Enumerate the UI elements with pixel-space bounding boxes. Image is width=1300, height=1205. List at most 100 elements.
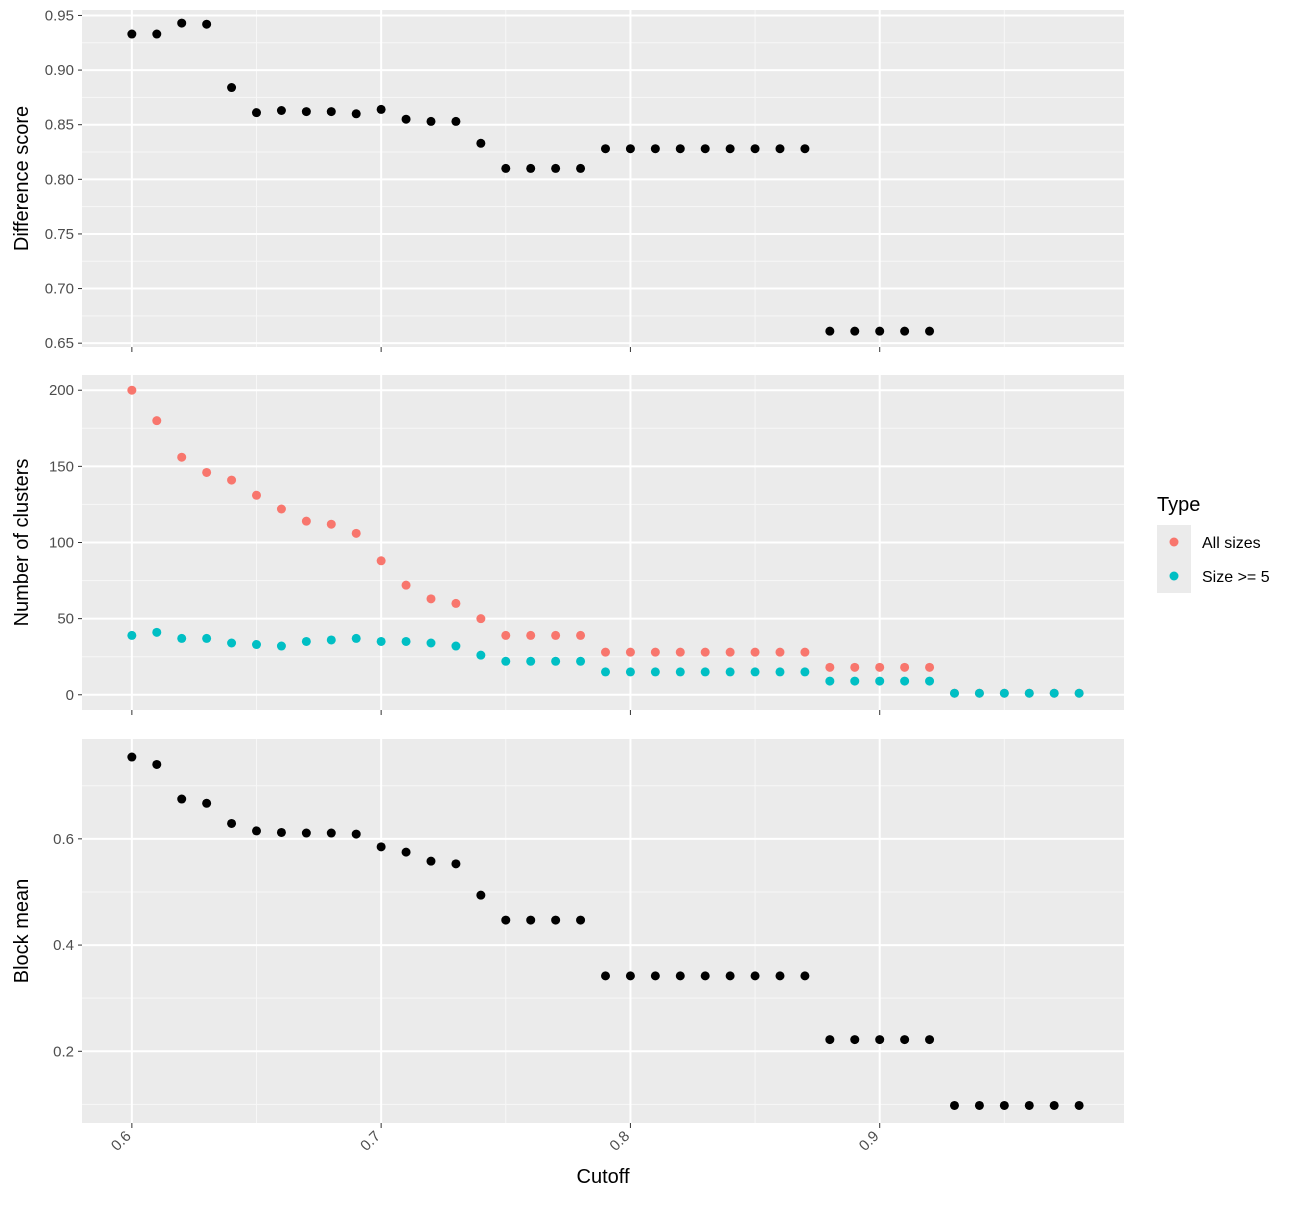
data-point <box>301 636 311 646</box>
data-point <box>476 890 486 900</box>
y-tick-label: 0.85 <box>45 117 74 134</box>
data-point <box>850 662 860 672</box>
data-point <box>202 467 212 477</box>
data-point <box>227 818 237 828</box>
data-point <box>376 556 386 566</box>
data-point <box>1024 688 1034 698</box>
data-point <box>551 915 561 925</box>
data-point <box>276 827 286 837</box>
data-point <box>775 144 785 154</box>
data-point <box>326 107 336 117</box>
data-point <box>925 1035 935 1045</box>
data-point <box>326 519 336 529</box>
data-point <box>700 144 710 154</box>
data-point <box>675 667 685 677</box>
x-tick-label: 0.7 <box>357 1128 384 1155</box>
data-point <box>152 29 162 39</box>
data-point <box>376 104 386 114</box>
data-point <box>700 647 710 657</box>
data-point <box>501 915 511 925</box>
data-point <box>650 667 660 677</box>
data-point <box>152 627 162 637</box>
data-point <box>301 828 311 838</box>
data-point <box>775 971 785 981</box>
data-point <box>326 828 336 838</box>
data-point <box>825 1035 835 1045</box>
data-point <box>351 109 361 119</box>
y-tick-label: 0 <box>66 687 74 704</box>
data-point <box>202 19 212 29</box>
data-point <box>1074 688 1084 698</box>
data-point <box>227 638 237 648</box>
panel-2: 0 50 100 150 200 Number of clusters <box>11 375 1124 715</box>
panel-3: 0.2 0.4 0.6 0.6 0.7 0.8 0.9 Block mean <box>11 739 1124 1155</box>
data-point <box>202 798 212 808</box>
data-point <box>152 759 162 769</box>
series-1 <box>127 18 935 336</box>
data-point <box>227 83 237 93</box>
data-point <box>576 163 586 173</box>
data-point <box>326 635 336 645</box>
data-point <box>426 594 436 604</box>
y-tick-label: 0.4 <box>53 937 74 954</box>
x-tick-label: 0.6 <box>108 1128 135 1155</box>
data-point <box>650 144 660 154</box>
data-point <box>227 475 237 485</box>
data-point <box>526 630 536 640</box>
data-point <box>576 630 586 640</box>
data-point <box>351 528 361 538</box>
data-point <box>177 18 187 28</box>
data-point <box>700 667 710 677</box>
legend-key-point <box>1169 571 1179 581</box>
data-point <box>576 915 586 925</box>
data-point <box>625 144 635 154</box>
data-point <box>675 971 685 981</box>
data-point <box>551 163 561 173</box>
data-point <box>600 667 610 677</box>
x-axis-title: Cutoff <box>577 1166 630 1188</box>
legend-key-point <box>1169 537 1179 547</box>
data-point <box>775 667 785 677</box>
data-point <box>401 636 411 646</box>
data-point <box>501 630 511 640</box>
legend-label: All sizes <box>1202 535 1261 552</box>
data-point <box>625 667 635 677</box>
data-point <box>725 971 735 981</box>
data-point <box>251 826 261 836</box>
data-point <box>351 633 361 643</box>
data-point <box>750 971 760 981</box>
data-point <box>127 29 137 39</box>
y-tick-label: 150 <box>49 458 74 475</box>
data-point <box>376 842 386 852</box>
data-point <box>925 662 935 672</box>
data-point <box>351 829 361 839</box>
data-point <box>850 676 860 686</box>
data-point <box>301 516 311 526</box>
y-tick-label: 100 <box>49 535 74 552</box>
data-point <box>825 326 835 336</box>
data-point <box>251 108 261 118</box>
data-point <box>650 971 660 981</box>
data-point <box>825 662 835 672</box>
data-point <box>925 326 935 336</box>
panel-1: 0.65 0.70 0.75 0.80 0.85 0.90 0.95 Difference s… <box>11 7 1124 352</box>
y-tick-label: 0.65 <box>45 335 74 352</box>
x-tick-label: 0.8 <box>606 1128 633 1155</box>
data-point <box>152 416 162 426</box>
data-point <box>177 633 187 643</box>
data-point <box>202 633 212 643</box>
data-point <box>276 504 286 514</box>
y-tick-label: 50 <box>57 611 74 628</box>
data-point <box>276 105 286 115</box>
data-point <box>251 640 261 650</box>
data-point <box>1074 1100 1084 1110</box>
data-point <box>451 859 461 869</box>
data-point <box>451 116 461 126</box>
y-tick-label: 0.95 <box>45 7 74 24</box>
data-point <box>600 971 610 981</box>
data-point <box>401 847 411 857</box>
data-point <box>800 971 810 981</box>
data-point <box>501 163 511 173</box>
